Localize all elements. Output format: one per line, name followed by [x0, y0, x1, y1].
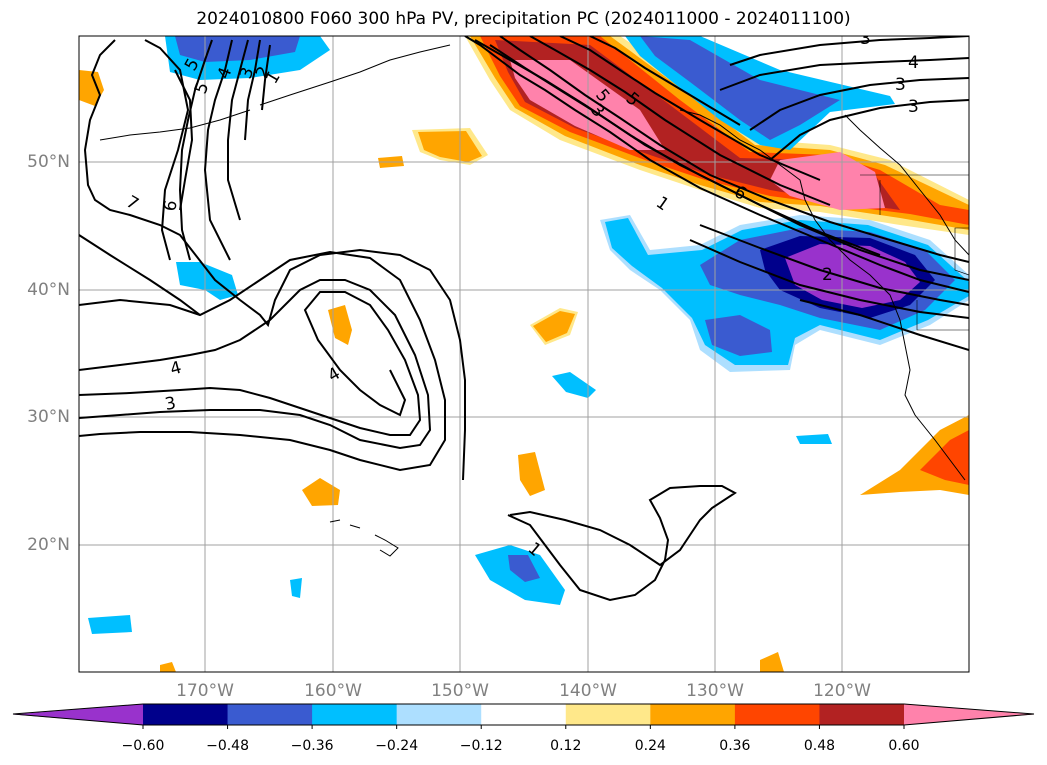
colorbar-tick-label: 0.60 — [888, 738, 920, 754]
map-frame — [78, 35, 970, 673]
colorbar-segment — [734, 704, 820, 725]
pv-contours — [79, 36, 969, 602]
contour-label: 4 — [908, 53, 919, 73]
lon-label-150w: 150°W — [431, 681, 489, 701]
precip-region — [533, 311, 575, 342]
precip-region — [88, 615, 132, 634]
precip-region — [302, 478, 340, 506]
colorbar-tick-label: −0.60 — [121, 738, 165, 754]
colorbar-segments — [13, 704, 1034, 729]
contour-label: 2 — [822, 265, 833, 285]
lon-label-130w: 130°W — [686, 681, 744, 701]
precip-region — [760, 652, 784, 672]
contour-label: 3 — [908, 97, 919, 117]
lon-label-160w: 160°W — [304, 681, 362, 701]
precip-region — [785, 244, 920, 308]
figure-title: 2024010800 F060 300 hPa PV, precipitatio… — [196, 9, 851, 29]
colorbar-tick-label: 0.12 — [550, 738, 582, 754]
precip-region — [770, 152, 885, 210]
precip-region — [518, 452, 545, 496]
colorbar-extend-min — [13, 704, 143, 725]
precip-region — [79, 70, 104, 106]
precip-region — [705, 315, 772, 356]
lon-label-170w: 170°W — [176, 681, 234, 701]
colorbar-tick-label: −0.24 — [375, 738, 419, 754]
contour-label: 3 — [895, 75, 906, 95]
colorbar-outline — [12, 703, 1035, 726]
precip-region — [552, 372, 596, 398]
colorbar-tick-label: −0.36 — [290, 738, 334, 754]
contour-label: 6 — [160, 199, 182, 213]
colorbar-segment — [650, 704, 736, 725]
colorbar-tick-label: 0.24 — [634, 738, 666, 754]
lon-label-120w: 120°W — [813, 681, 871, 701]
precip-region — [508, 555, 540, 582]
coastlines — [99, 44, 969, 557]
lat-label-50n: 50°N — [27, 152, 70, 172]
lat-label-30n: 30°N — [27, 407, 70, 427]
lat-label-20n: 20°N — [27, 535, 70, 555]
precip-region — [160, 662, 176, 672]
colorbar-tick-label: −0.12 — [459, 738, 503, 754]
precip-region — [328, 305, 352, 345]
colorbar-tick-label: 0.48 — [803, 738, 836, 754]
colorbar-segment — [396, 704, 482, 725]
contour-label: 3 — [163, 393, 177, 415]
contour-label: 3 — [860, 29, 871, 49]
colorbar-segment — [227, 704, 313, 725]
colorbar-tick-label: 0.36 — [719, 738, 751, 754]
colorbar-segment — [481, 704, 567, 725]
lat-label-40n: 40°N — [27, 280, 70, 300]
precip-region — [418, 131, 482, 162]
precip-region — [640, 36, 840, 140]
precip-region — [920, 430, 969, 485]
contour-label: 4 — [168, 358, 184, 380]
colorbar-segment — [819, 704, 905, 725]
colorbar-segment — [312, 704, 398, 725]
precip-region — [796, 434, 832, 444]
colorbar-tick-label: −0.48 — [206, 738, 249, 754]
colorbar-segment — [143, 704, 229, 725]
precip-region — [290, 578, 302, 598]
colorbar-segment — [565, 704, 651, 725]
lon-label-140w: 140°W — [559, 681, 617, 701]
colorbar-extend-max — [904, 704, 1034, 725]
